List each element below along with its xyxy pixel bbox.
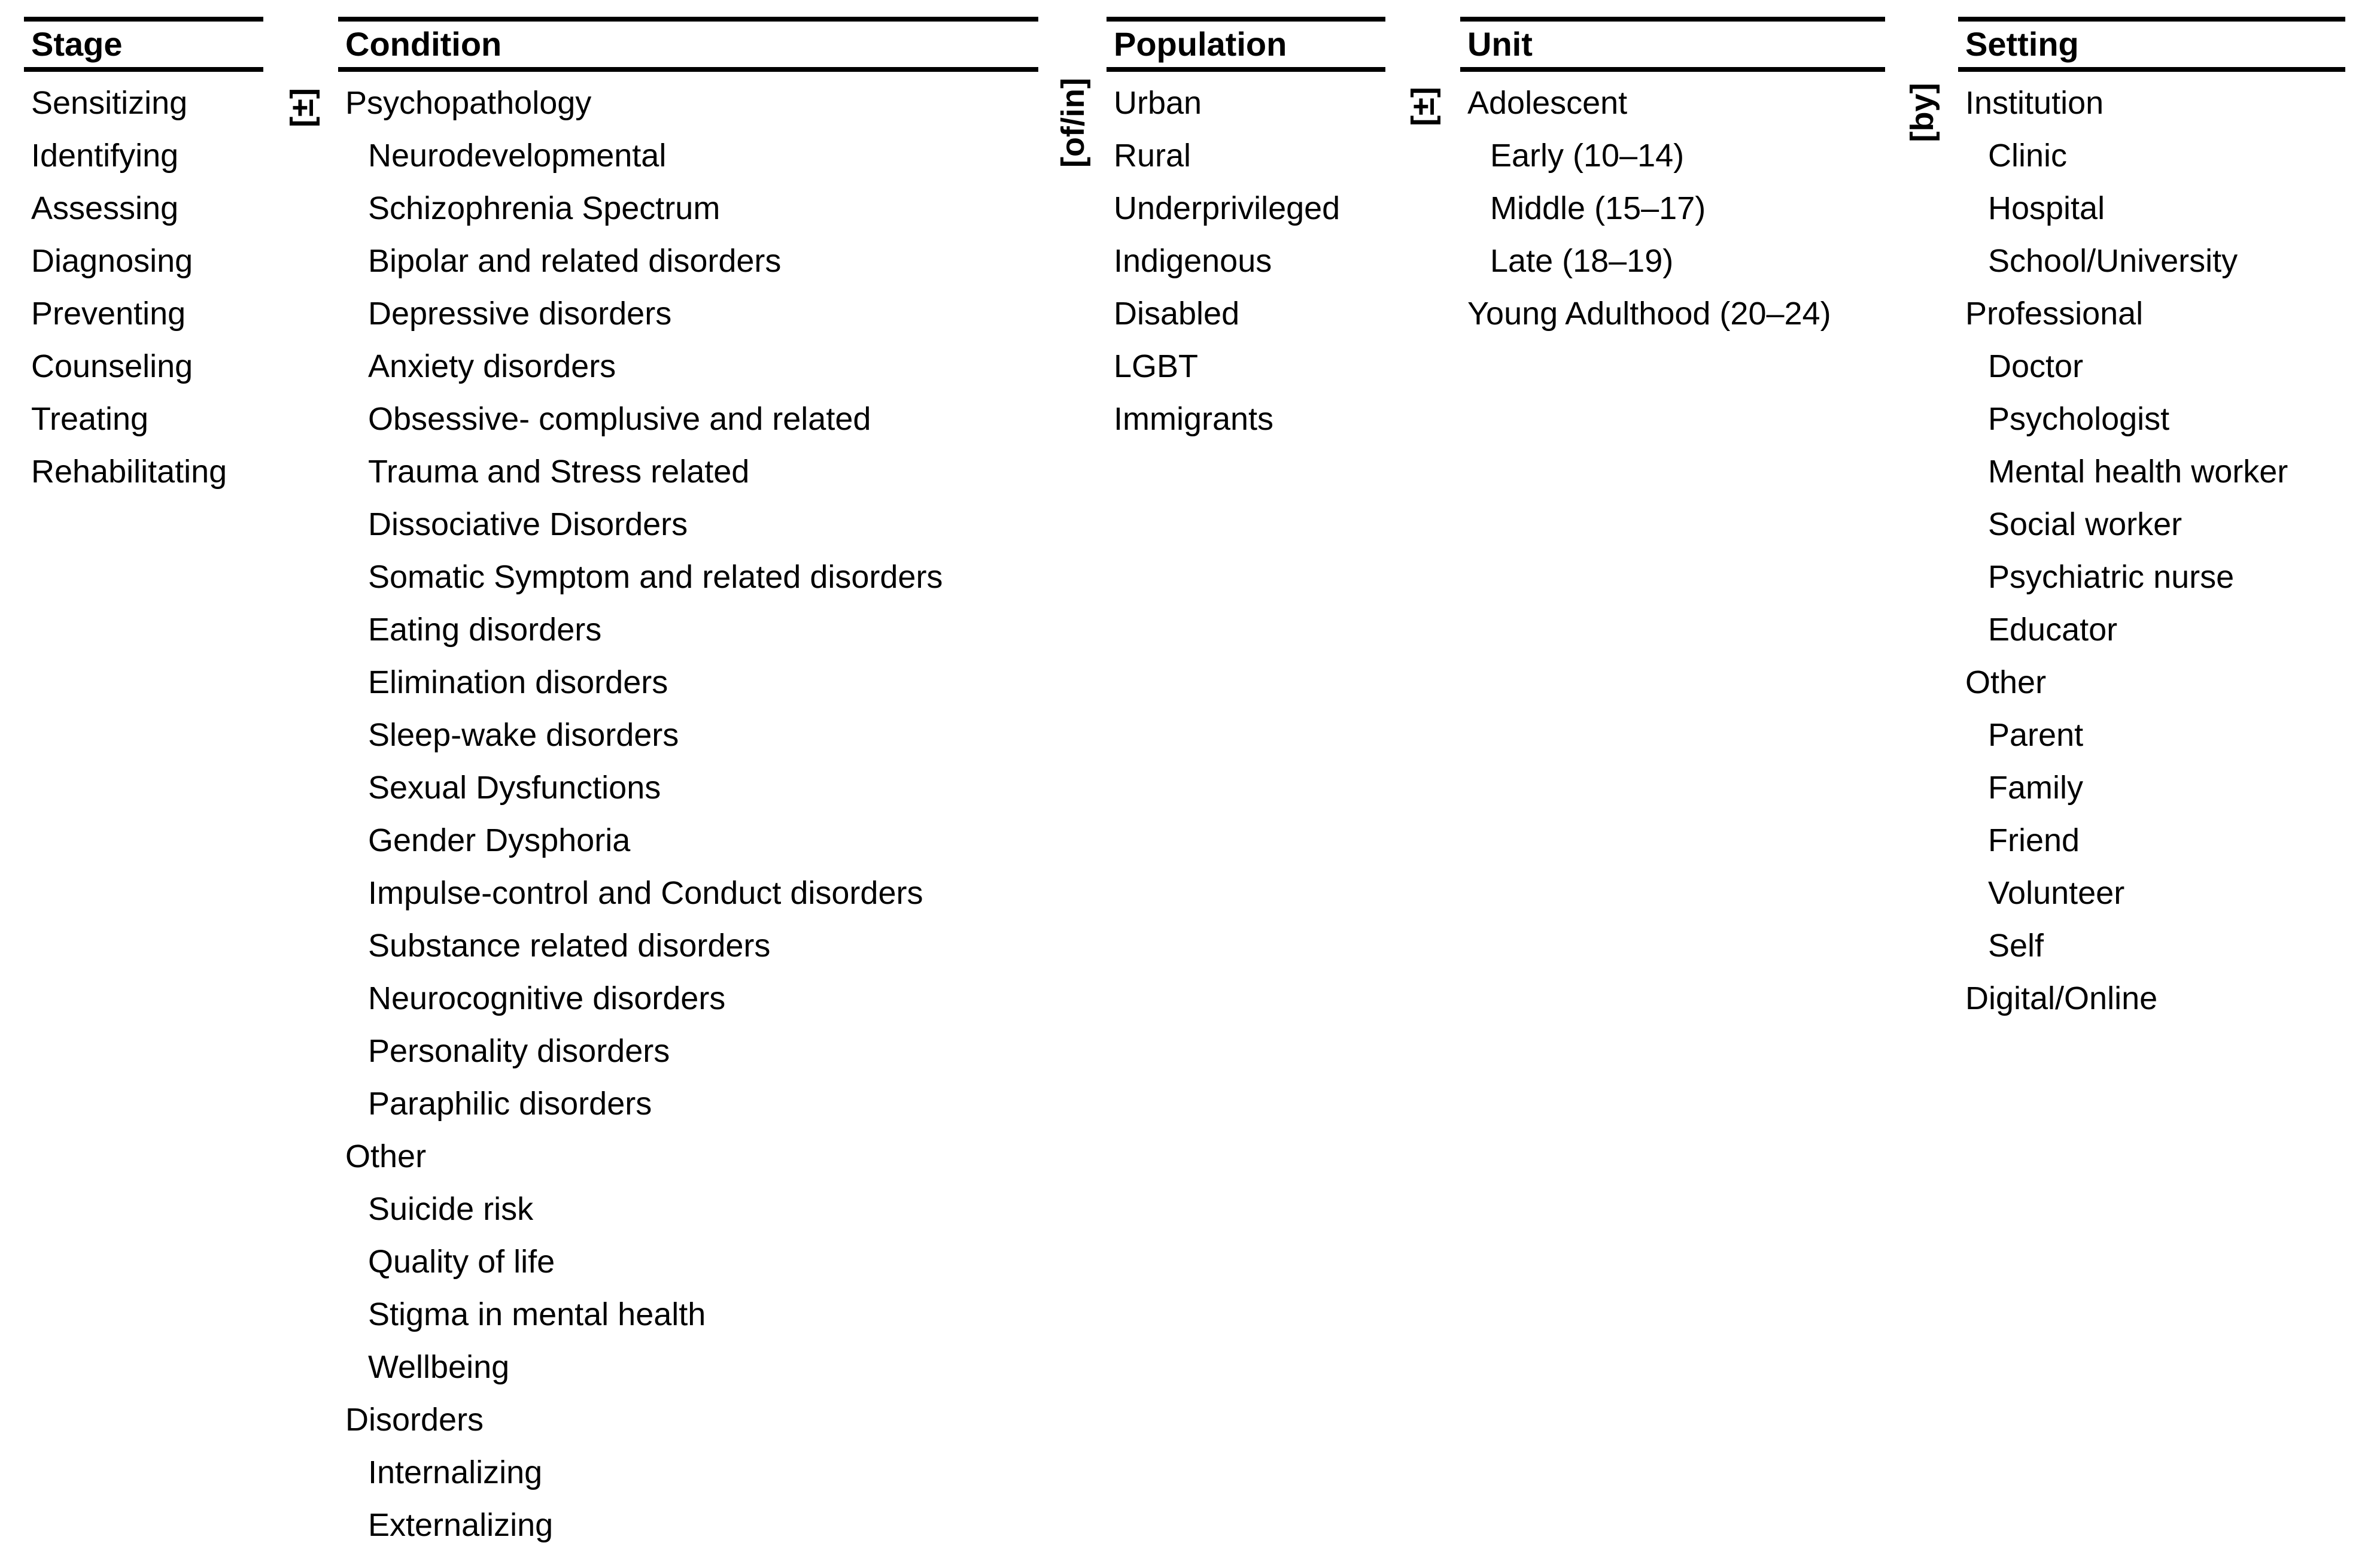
list-item: Indigenous (1114, 243, 1272, 279)
list-item: Trauma and Stress related (368, 454, 750, 490)
list-item: Elimination disorders (368, 664, 668, 700)
list-item: LGBT (1114, 348, 1199, 384)
connector-of-in-condition-population: [of/in] (1055, 78, 1091, 168)
list-item: Young Adulthood (20–24) (1467, 296, 1831, 332)
list-item: Paraphilic disorders (368, 1086, 652, 1122)
list-item: Obsessive- complusive and related (368, 401, 871, 437)
list-item: Institution (1965, 85, 2104, 121)
setting-items: Institution Clinic Hospital School/Universi… (1958, 72, 2345, 1025)
list-item: Identifying (31, 138, 179, 174)
list-item: Psychopathology (345, 85, 592, 121)
list-item: Schizophrenia Spectrum (368, 190, 721, 226)
column-unit: Unit Adolescent Early (10–14) Middle (15–1… (1460, 17, 1885, 340)
list-item: Social worker (1988, 506, 2183, 542)
column-header-condition: Condition (338, 17, 1038, 72)
list-item: Underprivileged (1114, 190, 1341, 226)
list-item: Suicide risk (368, 1191, 534, 1227)
list-item: School/University (1988, 243, 2238, 279)
list-item: Neurocognitive disorders (368, 980, 726, 1016)
list-item: Internalizing (368, 1454, 543, 1490)
list-item: Rehabilitating (31, 454, 227, 490)
list-item: Adolescent (1467, 85, 1628, 121)
list-item: Early (10–14) (1490, 138, 1685, 174)
connector-plus-minus-population-unit: [±] (1405, 87, 1441, 126)
list-item: Disorders (345, 1402, 484, 1438)
list-item: Doctor (1988, 348, 2084, 384)
column-header-setting: Setting (1958, 17, 2345, 72)
list-item: Bipolar and related disorders (368, 243, 782, 279)
unit-items: Adolescent Early (10–14) Middle (15–17) Lat… (1460, 72, 1885, 340)
list-item: Digital/Online (1965, 980, 2158, 1016)
column-condition: Condition Psychopathology Neurodevelopmen… (338, 17, 1038, 1551)
list-item: Family (1988, 770, 2083, 806)
list-item: Educator (1988, 612, 2118, 648)
list-item: Psychologist (1988, 401, 2170, 437)
list-item: Psychiatric nurse (1988, 559, 2235, 595)
list-item: Self (1988, 928, 2044, 964)
list-item: Sleep-wake disorders (368, 717, 679, 753)
list-item: Wellbeing (368, 1349, 510, 1385)
column-header-unit: Unit (1460, 17, 1885, 72)
list-item: Immigrants (1114, 401, 1274, 437)
list-item: Mental health worker (1988, 454, 2288, 490)
list-item: Friend (1988, 822, 2080, 858)
list-item: Volunteer (1988, 875, 2125, 911)
list-item: Anxiety disorders (368, 348, 616, 384)
condition-items: Psychopathology Neurodevelopmental Schizop… (338, 72, 1038, 1551)
list-item: Professional (1965, 296, 2144, 332)
list-item: Disabled (1114, 296, 1240, 332)
list-item: Treating (31, 401, 149, 437)
list-item: Eating disorders (368, 612, 602, 648)
connector-by-unit-setting: [by] (1904, 83, 1940, 142)
list-item: Parent (1988, 717, 2084, 753)
list-item: Late (18–19) (1490, 243, 1674, 279)
list-item: Quality of life (368, 1244, 555, 1280)
list-item: Somatic Symptom and related disorders (368, 559, 943, 595)
connector-plus-minus-stage-condition: [±] (284, 88, 320, 127)
list-item: Other (1965, 664, 2047, 700)
list-item: Diagnosing (31, 243, 193, 279)
list-item: Gender Dysphoria (368, 822, 631, 858)
list-item: Externalizing (368, 1507, 554, 1543)
list-item: Assessing (31, 190, 179, 226)
list-item: Counseling (31, 348, 193, 384)
list-item: Hospital (1988, 190, 2105, 226)
list-item: Rural (1114, 138, 1191, 174)
list-item: Sexual Dysfunctions (368, 770, 661, 806)
list-item: Personality disorders (368, 1033, 670, 1069)
list-item: Clinic (1988, 138, 2068, 174)
population-items: Urban Rural Underprivileged Indigenous Disab… (1107, 72, 1385, 445)
list-item: Depressive disorders (368, 296, 672, 332)
list-item: Neurodevelopmental (368, 138, 667, 174)
list-item: Substance related disorders (368, 928, 771, 964)
list-item: Other (345, 1138, 427, 1174)
list-item: Impulse-control and Conduct disorders (368, 875, 923, 911)
column-stage: Stage Sensitizing Identifying Assessing Dia… (24, 17, 263, 498)
column-header-population: Population (1107, 17, 1385, 72)
list-item: Sensitizing (31, 85, 188, 121)
column-population: Population Urban Rural Underprivileged Indi… (1107, 17, 1385, 445)
column-setting: Setting Institution Clinic Hospital School/… (1958, 17, 2345, 1025)
list-item: Middle (15–17) (1490, 190, 1706, 226)
list-item: Stigma in mental health (368, 1296, 706, 1332)
stage-items: Sensitizing Identifying Assessing Diagnosin… (24, 72, 263, 498)
list-item: Urban (1114, 85, 1202, 121)
column-header-stage: Stage (24, 17, 263, 72)
list-item: Preventing (31, 296, 186, 332)
list-item: Dissociative Disorders (368, 506, 688, 542)
